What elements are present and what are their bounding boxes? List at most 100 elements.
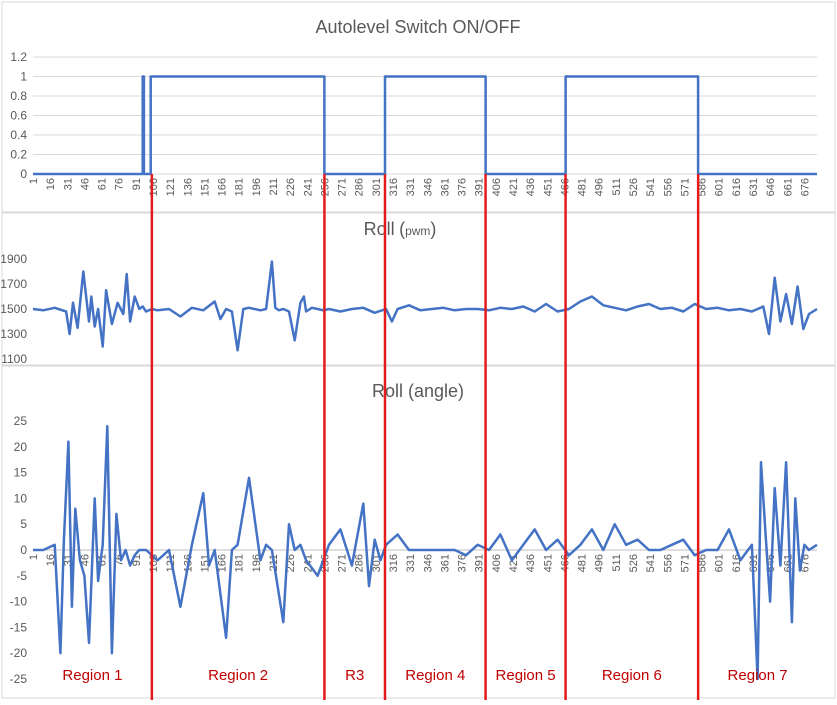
x-tick-label: 481 — [577, 554, 589, 572]
x-tick-label: 376 — [457, 178, 469, 196]
region-label: Region 6 — [602, 667, 662, 684]
x-tick-label: 556 — [662, 178, 674, 196]
x-tick-label: 151 — [199, 178, 211, 196]
x-tick-label: 661 — [782, 554, 794, 572]
x-tick-label: 586 — [697, 178, 709, 196]
x-tick-label: 541 — [645, 554, 657, 572]
x-tick-label: 271 — [337, 178, 349, 196]
y-tick-label: -10 — [10, 595, 28, 609]
panel-1-series — [33, 75, 817, 176]
panel-2-frame — [1, 212, 836, 366]
x-tick-label: 121 — [165, 178, 177, 196]
x-tick-label: 316 — [388, 554, 400, 572]
x-tick-label: 526 — [628, 178, 640, 196]
x-tick-label: 496 — [594, 554, 606, 572]
y-tick-label: 15 — [14, 466, 28, 480]
x-tick-label: 211 — [268, 178, 280, 196]
x-tick-label: 436 — [525, 554, 537, 572]
x-tick-label: 361 — [439, 554, 451, 572]
x-tick-label: 451 — [542, 178, 554, 196]
x-tick-label: 136 — [182, 178, 194, 196]
x-tick-label: 406 — [491, 178, 503, 196]
x-tick-label: 286 — [354, 178, 366, 196]
y-tick-label: 1500 — [0, 302, 27, 316]
y-tick-label: -20 — [10, 646, 28, 660]
x-tick-label: 286 — [354, 554, 366, 572]
x-tick-label: 376 — [457, 554, 469, 572]
y-tick-label: 1700 — [0, 277, 27, 291]
panel-3-y-tick-labels: -25 -20 -15 -10 -5 0 5 10 15 20 25 — [10, 414, 28, 686]
y-tick-label: 1.2 — [10, 50, 27, 64]
region-label: Region 4 — [405, 667, 465, 684]
x-tick-label: 526 — [628, 554, 640, 572]
x-tick-label: 46 — [79, 554, 91, 566]
x-tick-label: 31 — [62, 178, 74, 190]
panel-3-frame — [1, 365, 836, 699]
x-tick-label: 91 — [131, 178, 143, 190]
y-tick-label: 0 — [20, 543, 27, 557]
x-tick-label: 481 — [577, 178, 589, 196]
region-label: Region 7 — [728, 667, 788, 684]
y-tick-label: 10 — [14, 491, 28, 505]
x-tick-label: 616 — [731, 178, 743, 196]
panel-1-title: Autolevel Switch ON/OFF — [315, 17, 520, 37]
y-tick-label: 0.8 — [10, 89, 27, 103]
x-tick-label: 631 — [748, 178, 760, 196]
x-tick-label: 16 — [45, 178, 57, 190]
y-tick-label: 25 — [14, 414, 28, 428]
x-tick-label: 451 — [542, 554, 554, 572]
x-tick-label: 496 — [594, 178, 606, 196]
y-tick-label: 5 — [20, 517, 27, 531]
y-tick-label: 20 — [14, 440, 28, 454]
x-tick-label: 196 — [251, 178, 263, 196]
x-tick-label: 181 — [234, 178, 246, 196]
y-tick-label: 0.4 — [10, 128, 27, 142]
x-tick-label: 181 — [234, 554, 246, 572]
region-label: R3 — [345, 667, 364, 684]
x-tick-label: 541 — [645, 178, 657, 196]
x-tick-label: 421 — [508, 178, 520, 196]
x-tick-label: 226 — [285, 178, 297, 196]
x-tick-label: 646 — [765, 178, 777, 196]
x-tick-label: 316 — [388, 178, 400, 196]
series-line — [33, 424, 818, 681]
region-boundaries — [150, 174, 700, 700]
x-tick-label: 241 — [302, 178, 314, 196]
x-tick-label: 166 — [217, 554, 229, 572]
panel-2-title-paren-open: ( — [399, 219, 405, 239]
y-tick-label: -15 — [10, 620, 28, 634]
x-tick-label: 601 — [714, 178, 726, 196]
x-tick-label: 61 — [97, 178, 109, 190]
x-tick-label: 601 — [714, 554, 726, 572]
region-label: Region 2 — [208, 667, 268, 684]
panel-1-frame — [1, 1, 836, 213]
x-tick-label: 1 — [28, 178, 40, 184]
x-tick-label: 661 — [782, 178, 794, 196]
region-label: Region 1 — [62, 667, 122, 684]
panel-3-title: Roll (angle) — [372, 381, 464, 401]
y-tick-label: 1300 — [0, 327, 27, 341]
y-tick-label: 1100 — [1, 352, 27, 366]
x-tick-label: 571 — [679, 178, 691, 196]
panel-2-title-suffix: pwm — [405, 224, 430, 238]
x-tick-label: 676 — [799, 178, 811, 196]
x-tick-label: 616 — [731, 554, 743, 572]
panel-2-title: Roll (pwm) — [364, 219, 437, 239]
panel-3-series — [33, 424, 818, 681]
panel-2-title-paren-close: ) — [430, 219, 436, 239]
x-tick-label: 271 — [337, 554, 349, 572]
x-tick-label: 301 — [371, 178, 383, 196]
y-tick-label: 1 — [20, 70, 27, 84]
x-tick-label: 586 — [697, 554, 709, 572]
x-tick-label: 511 — [611, 178, 623, 196]
y-tick-label: -5 — [16, 569, 27, 583]
y-tick-label: 0 — [20, 167, 27, 181]
region-labels: Region 1 Region 2 R3 Region 4 Region 5 Region… — [62, 667, 787, 684]
x-tick-label: 76 — [114, 178, 126, 190]
x-tick-label: 331 — [405, 554, 417, 572]
x-tick-label: 346 — [422, 178, 434, 196]
y-tick-label: 1900 — [0, 252, 27, 266]
x-tick-label: 1 — [28, 554, 40, 560]
x-tick-label: 436 — [525, 178, 537, 196]
